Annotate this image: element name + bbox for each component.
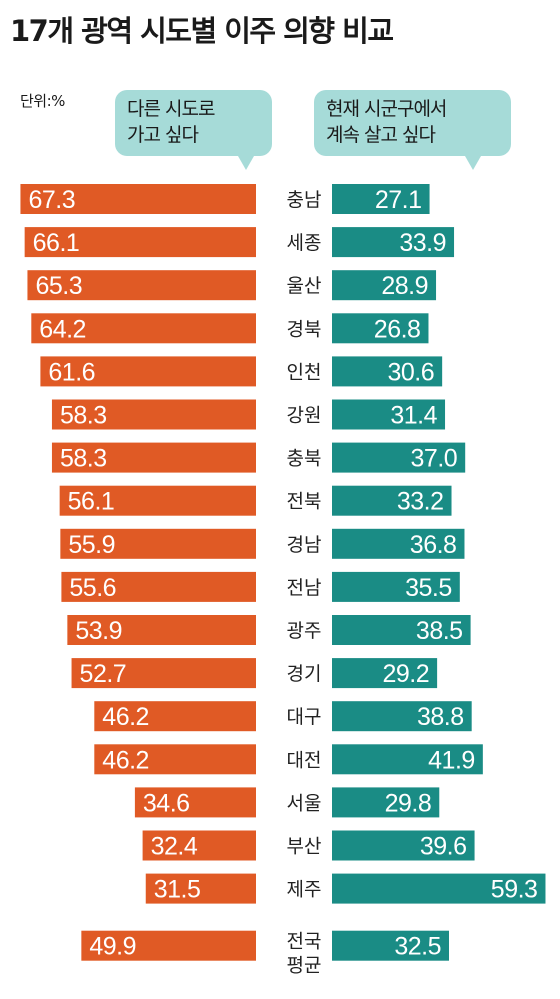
bar-right-label-8: 36.8 [410, 531, 457, 559]
bar-right-8 [332, 528, 465, 559]
bar-right-15 [332, 830, 475, 861]
bar-right-6 [332, 442, 466, 473]
bar-right-label-4: 30.6 [387, 358, 434, 386]
bar-right-label-15: 39.6 [420, 833, 467, 861]
bar-left-13 [94, 744, 256, 775]
bar-left-label-1: 66.1 [33, 229, 80, 257]
category-label-10: 광주 [287, 620, 322, 642]
bar-left-label-11: 52.7 [80, 660, 127, 688]
category-label-11: 경기 [287, 663, 322, 685]
bar-left-3 [31, 313, 256, 344]
bar-left-label-3: 64.2 [39, 315, 86, 343]
category-label-16: 제주 [287, 879, 322, 901]
bar-left-label-7: 56.1 [68, 488, 115, 516]
bar-right-label-17: 32.5 [394, 933, 441, 961]
category-label-13: 대전 [287, 749, 322, 771]
category-label-1: 세종 [287, 232, 322, 254]
bar-left-1 [24, 227, 257, 258]
bar-right-11 [332, 658, 438, 689]
bar-right-label-16: 59.3 [491, 876, 538, 904]
bar-right-label-10: 38.5 [416, 617, 463, 645]
legend-left-bubble: 다른 시도로 가고 싶다 [115, 90, 272, 170]
bar-left-16 [145, 873, 256, 904]
bar-left-5 [51, 399, 257, 430]
bar-left-label-2: 65.3 [35, 272, 82, 300]
category-label-2: 울산 [287, 275, 322, 297]
bar-left-12 [94, 701, 256, 732]
bar-left-label-13: 46.2 [102, 746, 149, 774]
bar-left-17 [81, 930, 256, 961]
bar-left-4 [40, 356, 257, 387]
bar-right-label-9: 35.5 [405, 574, 452, 602]
bar-left-label-14: 34.6 [143, 789, 190, 817]
bar-right-label-1: 33.9 [399, 229, 446, 257]
category-label-15: 부산 [287, 836, 322, 858]
bar-right-14 [332, 787, 440, 818]
bar-left-label-15: 32.4 [151, 833, 198, 861]
chart-title: 17개 광역 시도별 이주 의향 비교 [10, 14, 394, 48]
bar-right-4 [332, 356, 443, 387]
bar-left-label-10: 53.9 [75, 617, 122, 645]
bar-left-label-16: 31.5 [154, 876, 201, 904]
bar-left-label-9: 55.6 [69, 574, 116, 602]
bar-left-label-12: 46.2 [102, 703, 149, 731]
bar-right-3 [332, 313, 429, 344]
bar-left-label-6: 58.3 [60, 445, 107, 473]
bar-right-5 [332, 399, 446, 430]
bar-left-8 [60, 528, 256, 559]
bar-left-label-8: 55.9 [68, 531, 115, 559]
bar-right-1 [332, 227, 455, 258]
category-label-12: 대구 [287, 706, 322, 728]
category-label-8: 경남 [287, 534, 322, 556]
bar-left-label-4: 61.6 [48, 358, 95, 386]
category-label-4: 인천 [287, 361, 322, 383]
bar-right-label-7: 33.2 [397, 488, 444, 516]
bar-right-9 [332, 571, 460, 602]
bar-right-7 [332, 485, 452, 516]
bar-right-label-5: 31.4 [390, 402, 437, 430]
category-label-5: 강원 [287, 405, 322, 427]
bar-right-17 [332, 930, 449, 961]
category-label-7: 전북 [287, 491, 322, 513]
category-label-9: 전남 [287, 577, 322, 599]
bar-left-0 [20, 184, 257, 214]
category-label-14: 서울 [287, 792, 322, 814]
bar-right-label-12: 38.8 [417, 703, 464, 731]
bar-left-2 [27, 270, 257, 301]
bar-right-label-2: 28.9 [381, 272, 428, 300]
bar-right-16 [332, 873, 546, 904]
bar-left-label-5: 58.3 [60, 402, 107, 430]
category-label-3: 경북 [287, 318, 322, 340]
bar-left-label-17: 49.9 [89, 933, 136, 961]
bar-right-label-14: 29.8 [385, 789, 432, 817]
bar-right-0 [332, 184, 430, 214]
unit-label: 단위:% [20, 92, 65, 110]
legend-right-bubble: 현재 시군구에서 계속 살고 싶다 [314, 90, 511, 170]
bar-right-12 [332, 701, 472, 732]
bar-left-9 [61, 571, 257, 602]
bar-left-14 [134, 787, 256, 818]
category-label-0: 충남 [287, 189, 322, 211]
bar-right-13 [332, 744, 483, 775]
bar-left-label-0: 67.3 [28, 186, 75, 214]
bar-right-label-11: 29.2 [382, 660, 429, 688]
bar-left-6 [51, 442, 257, 473]
bar-right-2 [332, 270, 437, 301]
bar-right-label-6: 37.0 [411, 445, 458, 473]
bar-right-label-13: 41.9 [428, 746, 475, 774]
bar-right-label-0: 27.1 [375, 186, 422, 214]
bar-right-label-3: 26.8 [374, 315, 421, 343]
bar-left-15 [142, 830, 256, 861]
bar-right-10 [332, 615, 471, 645]
bar-left-7 [59, 485, 257, 516]
bar-left-10 [67, 615, 256, 645]
category-label-6: 충북 [287, 448, 322, 470]
bar-left-11 [71, 658, 256, 689]
category-label-17: 전국 평균 [287, 931, 322, 977]
